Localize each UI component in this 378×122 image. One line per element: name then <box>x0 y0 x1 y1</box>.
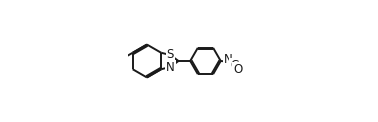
Text: C: C <box>230 59 239 72</box>
Text: N: N <box>224 53 232 66</box>
Text: S: S <box>167 48 174 61</box>
Text: N: N <box>166 61 175 74</box>
Text: O: O <box>233 63 242 76</box>
